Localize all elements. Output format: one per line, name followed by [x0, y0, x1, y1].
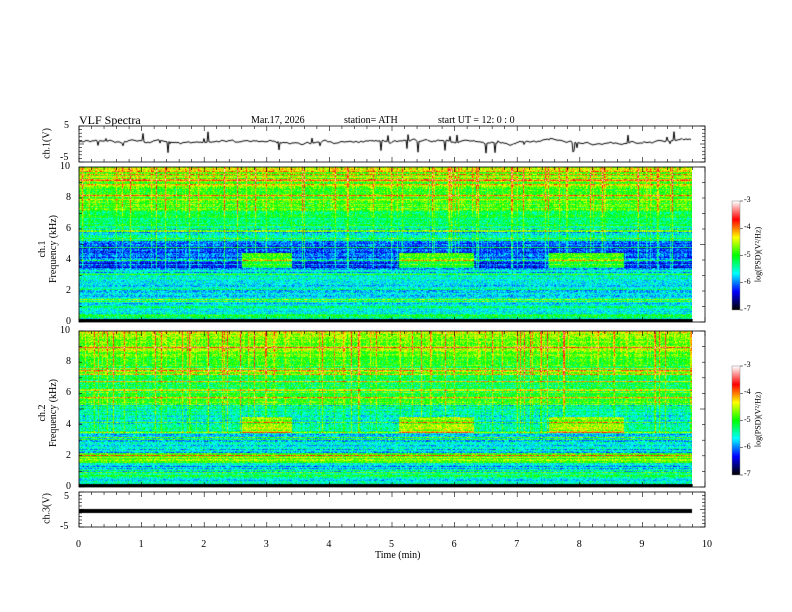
freq-tick-label: 2	[66, 285, 71, 296]
ch3-axis-label: ch.3(V)	[41, 493, 53, 524]
x-tick-label: 1	[138, 539, 144, 550]
freq-tick-label: 8	[66, 192, 71, 203]
freq-tick-label: 2	[66, 449, 71, 461]
x-tick-label: 9	[639, 539, 645, 550]
x-tick-label: 7	[514, 539, 520, 550]
colorbar-tick-label: -6	[744, 441, 751, 451]
x-tick-label: 4	[326, 539, 332, 550]
colorbar-tick-label: -4	[744, 387, 751, 397]
freq-tick-label: 4	[66, 254, 71, 265]
colorbar-ch1	[732, 201, 740, 310]
freq-tick-label: 4	[66, 418, 71, 430]
x-tick-label: 3	[263, 539, 269, 550]
freq-tick-label: 0	[66, 316, 71, 327]
colorbar-tick-label: -7	[744, 304, 751, 313]
freq-tick-label: 6	[66, 223, 71, 234]
freq-tick-label: 6	[66, 387, 71, 399]
colorbar1-label: log(PSD)(V²/Hz)	[753, 226, 763, 283]
x-axis-label: Time (min)	[375, 550, 421, 561]
ch3-tick-bottom: -5	[60, 521, 69, 532]
freq-tick-label: 0	[66, 481, 71, 492]
ch1-axis-label: ch.1(V)	[41, 128, 53, 159]
panel-frame	[78, 125, 706, 163]
station-label: station= ATH	[344, 115, 398, 126]
ch3-tick-top: 5	[64, 491, 69, 502]
spec1-axis-label: ch.1 Frequency (kHz)	[37, 209, 59, 289]
colorbar-tick-label: -4	[744, 222, 751, 232]
colorbar-tick-label: -5	[744, 414, 751, 424]
figure-title: VLF Spectra	[79, 113, 141, 127]
spec1-channel: ch.1	[37, 240, 48, 258]
x-tick-label: 6	[451, 539, 457, 550]
spec2-channel: ch.2	[37, 404, 48, 422]
colorbar2-label: log(PSD)(V²/Hz)	[753, 391, 763, 448]
x-tick-label: 10	[702, 539, 712, 550]
spec1-freq-label: Frequency (kHz)	[48, 214, 59, 284]
panel-frame	[78, 166, 706, 323]
x-tick-label: 0	[76, 539, 81, 550]
colorbar-tick-label: -3	[744, 360, 751, 369]
x-tick-label: 2	[201, 539, 207, 550]
ch1-tick-bottom: -5	[60, 152, 69, 163]
ch1-waveform	[79, 126, 705, 162]
spec2-freq-label: Frequency (kHz)	[48, 378, 59, 448]
panel-frame	[78, 491, 706, 528]
start-time-label: start UT = 12: 0 : 0	[438, 115, 515, 126]
ch2-spectrogram	[79, 331, 692, 487]
colorbar-tick-label: -3	[744, 195, 751, 204]
panel-frame	[78, 330, 706, 488]
x-tick-label: 8	[576, 539, 582, 550]
spec2-axis-label: ch.2 Frequency (kHz)	[37, 373, 59, 453]
freq-tick-label: 10	[60, 161, 70, 172]
colorbar-ch2	[732, 366, 740, 475]
ch1-spectrogram	[79, 167, 692, 322]
colorbar-tick-label: -5	[744, 249, 751, 259]
colorbar-tick-label: -7	[744, 469, 751, 478]
x-tick-label: 5	[389, 539, 394, 550]
colorbar-tick-label: -6	[744, 276, 751, 286]
freq-tick-label: 8	[66, 356, 71, 368]
date-label: Mar.17, 2026	[251, 115, 305, 126]
ch1-tick-top: 5	[64, 120, 69, 131]
freq-tick-label: 10	[60, 325, 70, 336]
